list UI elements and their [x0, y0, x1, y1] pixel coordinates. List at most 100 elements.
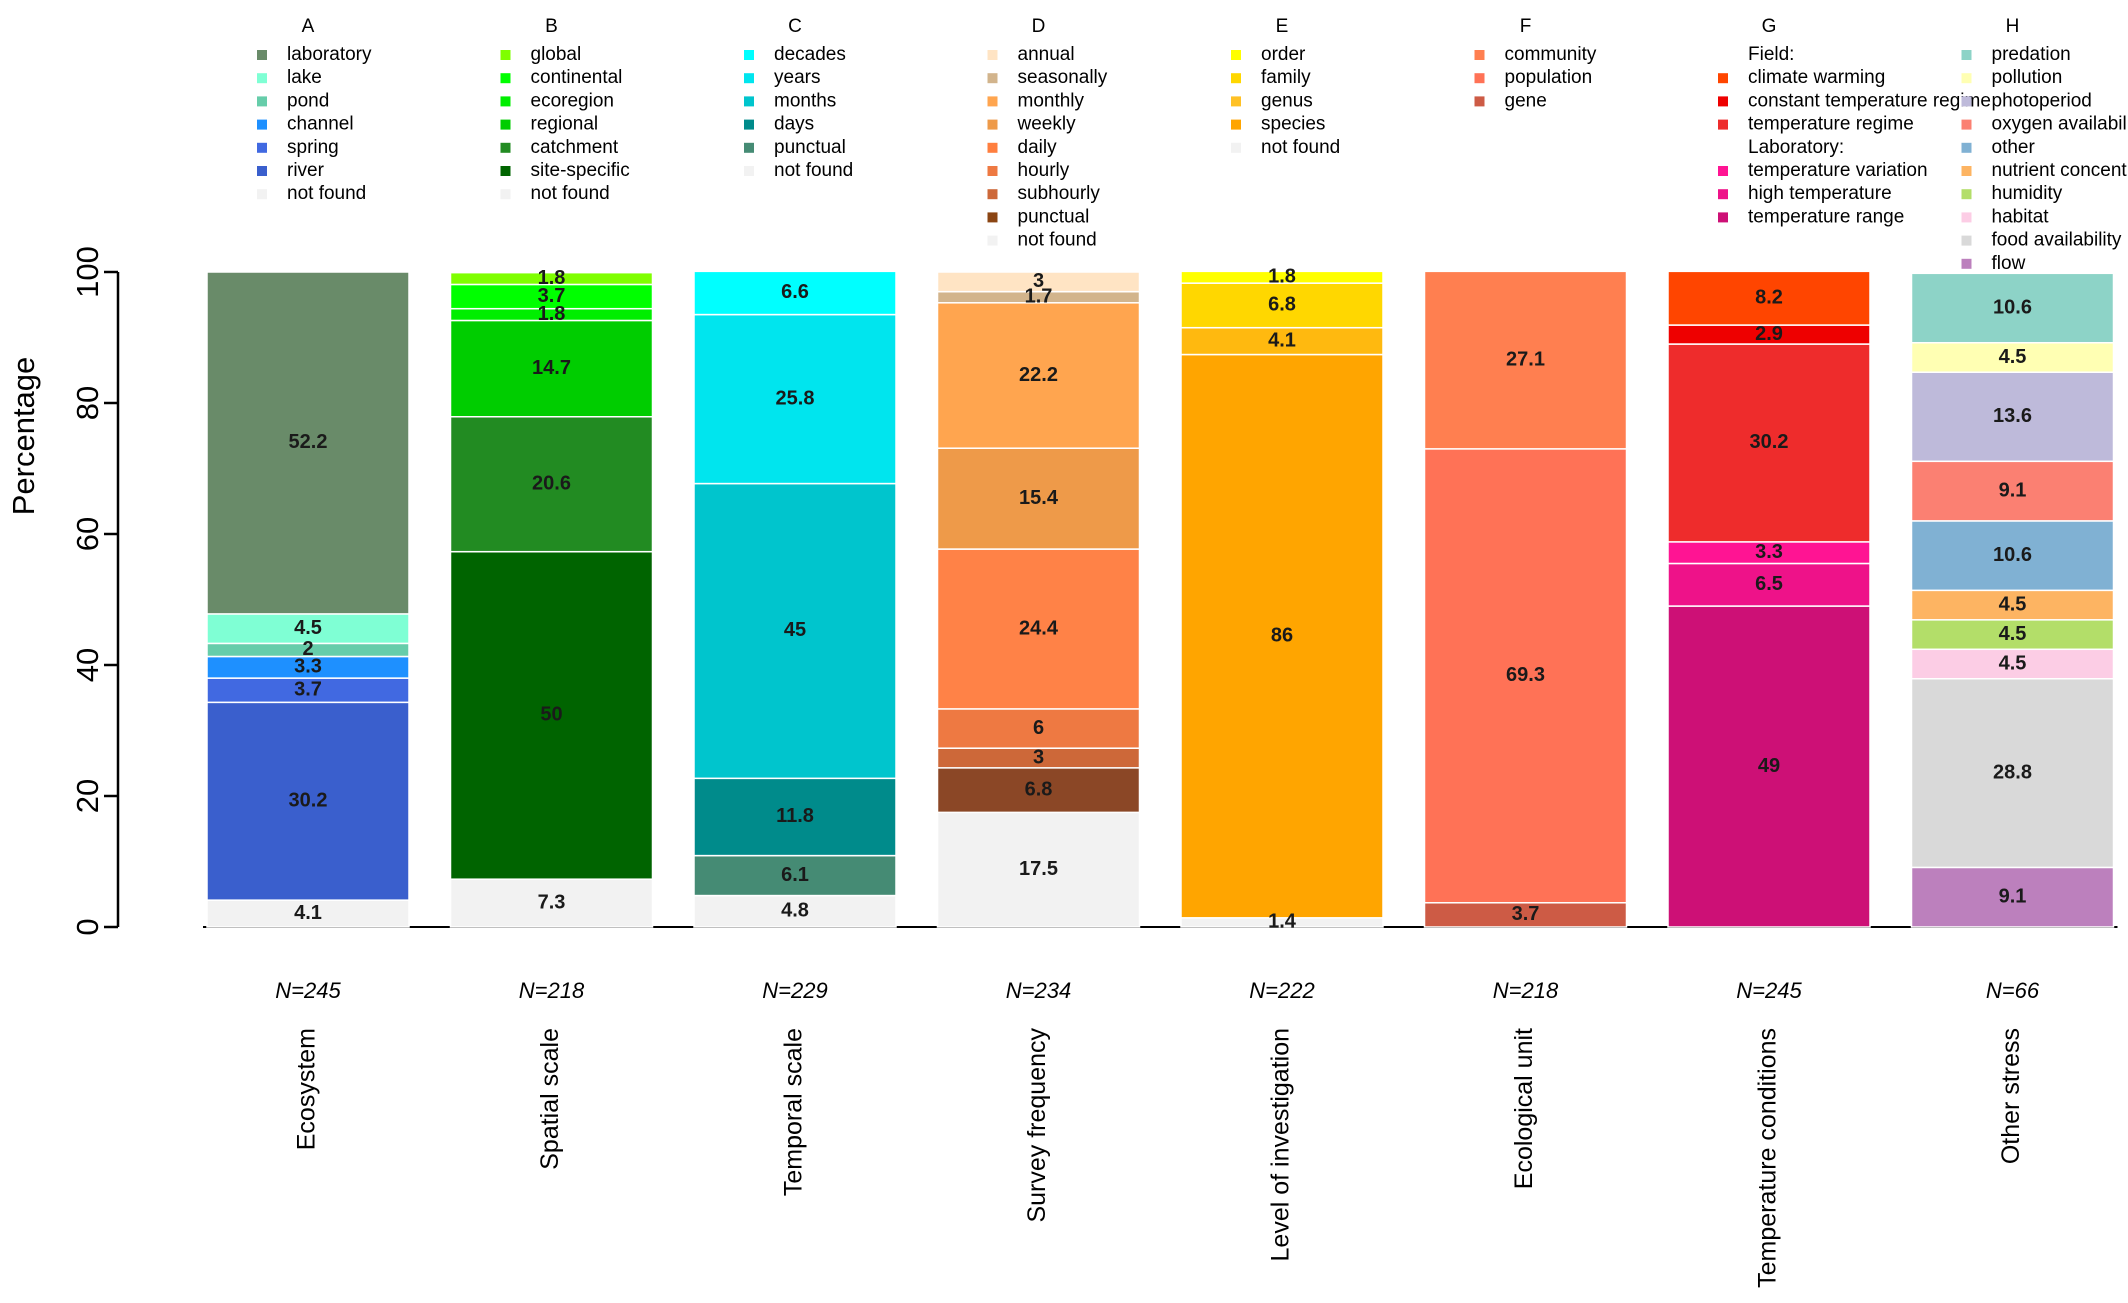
legend-swatch-pond [257, 96, 267, 107]
legend-swatch-temperature-regime [1718, 119, 1728, 130]
legend-entry-gene: gene [1505, 90, 1547, 111]
legend-swatch-punctual [744, 142, 754, 153]
data-label-other-stress-humidity: 4.5 [1999, 623, 2027, 645]
data-label-ecosystem-laboratory: 52.2 [289, 431, 328, 453]
legend-entry-ecoregion: ecoregion [531, 90, 614, 111]
data-label-other-stress-flow: 9.1 [1999, 885, 2027, 907]
legend-entry-seasonally: seasonally [1018, 67, 1108, 88]
legend-entry-order: order [1261, 44, 1306, 65]
bar-segment-survey-frequency-annual [936, 271, 1141, 293]
data-label-temperature-conditions-constant-temperature-regime: 2.9 [1755, 323, 1783, 345]
bar-segment-spatial-scale-catchment [449, 416, 654, 553]
legend-swatch-climate-warming [1718, 73, 1728, 84]
y-tick-label: 40 [70, 648, 105, 682]
data-label-temporal-scale-years: 25.8 [776, 387, 815, 409]
data-label-other-stress-food-availability: 28.8 [1993, 761, 2032, 783]
data-label-survey-frequency-daily: 24.4 [1019, 617, 1059, 639]
legend-entry-laboratory: laboratory [287, 44, 372, 65]
n-label-ecological-unit: N=218 [1493, 978, 1559, 1003]
n-label-ecosystem: N=245 [275, 978, 341, 1003]
legend-entry-years: years [774, 67, 820, 88]
legend-entry-field: Field: [1748, 44, 1794, 65]
category-label-level-of-investigation: Level of investigation [1267, 1028, 1295, 1261]
legend-swatch-daily [987, 142, 998, 153]
data-label-spatial-scale-catchment: 20.6 [532, 473, 571, 495]
legend-letter-g: G [1762, 16, 1777, 37]
data-label-other-stress-nutrient-concentration: 4.5 [1999, 593, 2027, 615]
data-label-survey-frequency-annual: 3 [1033, 270, 1044, 292]
n-label-other-stress: N=66 [1986, 978, 2040, 1003]
legend-entry-not-found: not found [1261, 137, 1340, 158]
legend-entry-humidity: humidity [1992, 183, 2063, 204]
legend-swatch-not-found [987, 235, 998, 246]
data-label-ecosystem-channel: 3.3 [294, 656, 322, 678]
category-label-other-stress: Other stress [1997, 1028, 2025, 1164]
legend-entry-annual: annual [1018, 44, 1075, 65]
legend-entry-pond: pond [287, 90, 329, 111]
data-label-survey-frequency-punctual: 6.8 [1025, 778, 1053, 800]
data-label-ecological-unit-population: 69.3 [1506, 664, 1545, 686]
bar-segment-temporal-scale-not-found [693, 894, 897, 928]
legend-swatch-catchment [500, 142, 511, 153]
legend-entry-weekly: weekly [1017, 114, 1077, 135]
legend-entry-daily: daily [1018, 137, 1058, 158]
bar-segment-other-stress-habitat [1910, 648, 2115, 680]
bar-segment-ecosystem-spring [206, 677, 410, 704]
legend-entry-climate-warming: climate warming [1748, 67, 1885, 88]
legend-swatch-constant-temperature-regime [1718, 96, 1728, 107]
bar-segment-temporal-scale-years [693, 313, 897, 485]
data-label-level-of-investigation-order: 1.8 [1268, 266, 1296, 288]
legend-letter-c: C [788, 16, 802, 37]
legend-swatch-spring [257, 142, 267, 153]
legend-swatch-pollution [1961, 73, 1972, 84]
bar-segment-level-of-investigation-order [1180, 270, 1384, 284]
legend-entry-population: population [1505, 67, 1593, 88]
group-labels: N=245 Ecosystem N=218 Spatial scale N=229 Tem… [275, 978, 2040, 1288]
legend-swatch-flow [1961, 258, 1972, 269]
n-label-temporal-scale: N=229 [762, 978, 827, 1003]
legend-swatch-oxygen-availability [1961, 119, 1972, 130]
data-label-temperature-conditions-temperature-variation: 3.3 [1755, 541, 1783, 563]
legend-swatch-site-specific [500, 166, 511, 176]
legend-swatch-subhourly [987, 189, 998, 200]
legend-swatch-community [1474, 50, 1485, 60]
bar-segment-survey-frequency-not-found [936, 811, 1141, 928]
data-label-temperature-conditions-temperature-range: 49 [1758, 755, 1780, 777]
bar-segment-ecological-unit-gene [1423, 902, 1628, 928]
data-label-survey-frequency-not-found: 17.5 [1019, 858, 1058, 880]
bar-segment-spatial-scale-not-found [449, 878, 654, 928]
legend-swatch-family [1231, 73, 1241, 84]
legend-entry-days: days [774, 114, 814, 135]
legend-swatch-global [500, 50, 511, 60]
data-label-ecosystem-spring: 3.7 [294, 678, 322, 700]
legend-swatch-lake [257, 73, 267, 84]
n-label-spatial-scale: N=218 [519, 978, 585, 1003]
bar-segment-other-stress-nutrient-concentration [1910, 589, 2115, 621]
category-label-ecosystem: Ecosystem [293, 1028, 321, 1150]
legend-swatch-punctual [987, 212, 998, 223]
legend-swatch-order [1231, 50, 1241, 60]
data-label-spatial-scale-site-specific: 50 [540, 704, 562, 726]
legend-letter-b: B [545, 16, 558, 37]
legend-swatch-river [257, 166, 267, 176]
bar-segment-other-stress-food-availability [1910, 678, 2115, 869]
legend-letter-d: D [1032, 16, 1046, 37]
category-label-temperature-conditions: Temperature conditions [1754, 1028, 1782, 1288]
legend-swatch-population [1474, 73, 1485, 84]
bar-segment-temperature-conditions-temperature-range [1667, 605, 1871, 928]
bar-segment-survey-frequency-daily [936, 548, 1141, 710]
legend-entry-punctual: punctual [1018, 206, 1090, 227]
legend-swatch-humidity [1961, 189, 1972, 200]
legend-entry-predation: predation [1992, 44, 2071, 65]
legend-swatch-seasonally [987, 73, 998, 84]
data-label-survey-frequency-weekly: 15.4 [1019, 487, 1059, 509]
data-label-survey-frequency-seasonally: 1.7 [1025, 285, 1053, 307]
legend-swatch-habitat [1961, 212, 1972, 223]
data-label-ecosystem-river: 30.2 [289, 790, 328, 812]
legend-entry-other: other [1992, 137, 2036, 158]
legend-entry-regional: regional [531, 114, 599, 135]
data-label-ecosystem-not-found: 4.1 [294, 902, 322, 924]
category-label-survey-frequency: Survey frequency [1023, 1028, 1051, 1223]
data-label-level-of-investigation-not-found: 1.4 [1268, 911, 1297, 933]
